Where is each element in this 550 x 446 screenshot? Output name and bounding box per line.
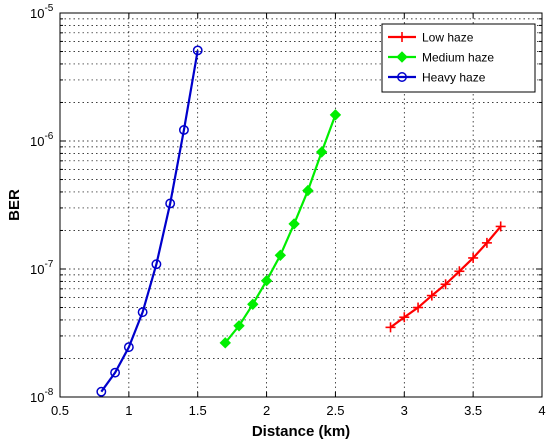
y-tick-label-exponent: -8: [44, 387, 53, 398]
data-point-heavy-haze: [178, 124, 189, 135]
y-tick-label-exponent: -6: [44, 131, 53, 142]
series-medium-haze: [219, 109, 342, 349]
y-tick-label: 10-8: [30, 387, 54, 405]
legend-label-low-haze: Low haze: [422, 31, 474, 45]
data-point-low-haze: [468, 252, 479, 263]
y-tick-label: 10-7: [30, 259, 54, 277]
data-point-medium-haze: [315, 146, 328, 158]
data-point-heavy-haze: [137, 307, 148, 318]
y-tick-label: 10-5: [30, 3, 54, 21]
data-point-heavy-haze: [96, 386, 107, 397]
data-point-medium-haze: [219, 337, 231, 349]
x-tick-label: 4: [538, 403, 545, 418]
data-point-heavy-haze: [192, 45, 203, 56]
y-axis-title: BER: [6, 189, 23, 221]
x-tick-label: 3: [401, 403, 408, 418]
data-point-heavy-haze: [123, 342, 134, 353]
x-tick-label: 3.5: [464, 403, 482, 418]
y-tick-label-base: 10: [30, 262, 44, 277]
y-tick-label-exponent: -5: [44, 3, 53, 14]
x-tick-label: 2.5: [326, 403, 344, 418]
data-point-low-haze: [481, 237, 492, 248]
legend-marker-medium-haze: [396, 51, 408, 63]
data-point-medium-haze: [247, 298, 259, 310]
series-layer: [96, 45, 506, 397]
y-tick-label-base: 10: [30, 6, 44, 21]
data-point-medium-haze: [329, 109, 342, 121]
data-point-low-haze: [454, 266, 465, 277]
data-point-low-haze: [399, 312, 410, 323]
y-tick-label: 10-6: [30, 131, 54, 149]
series-heavy-haze: [96, 45, 203, 397]
y-tick-label-exponent: -7: [44, 259, 53, 270]
legend-label-heavy-haze: Heavy haze: [422, 71, 486, 85]
y-tick-label-base: 10: [30, 134, 44, 149]
data-point-low-haze: [426, 290, 437, 301]
data-point-low-haze: [495, 221, 506, 232]
data-point-medium-haze: [302, 184, 314, 197]
data-point-medium-haze: [288, 218, 300, 230]
tick-labels: 0.5 1 1.5 2 2.5 3 3.5 410-810-710-610-5: [30, 3, 546, 418]
legend-label-medium-haze: Medium haze: [422, 51, 494, 65]
y-tick-label-base: 10: [30, 390, 44, 405]
legend-marker-heavy-haze: [397, 72, 407, 82]
plot-frame: [59, 12, 543, 398]
data-point-medium-haze: [260, 275, 273, 287]
x-tick-label: 0.5: [51, 403, 69, 418]
data-point-medium-haze: [233, 320, 245, 332]
legend: Low haze Medium haze Heavy haze: [381, 23, 536, 93]
x-tick-label: 1: [125, 403, 132, 418]
data-point-medium-haze: [274, 249, 287, 261]
x-tick-label: 2: [263, 403, 270, 418]
data-point-low-haze: [440, 279, 451, 290]
data-point-heavy-haze: [110, 367, 121, 378]
data-point-low-haze: [385, 322, 396, 333]
x-tick-label: 1.5: [189, 403, 207, 418]
data-point-heavy-haze: [165, 198, 176, 209]
x-axis-title: Distance (km): [252, 423, 350, 440]
legend-marker-low-haze: [397, 32, 407, 42]
data-point-heavy-haze: [151, 259, 162, 270]
data-point-low-haze: [413, 302, 424, 313]
series-low-haze: [385, 221, 506, 333]
